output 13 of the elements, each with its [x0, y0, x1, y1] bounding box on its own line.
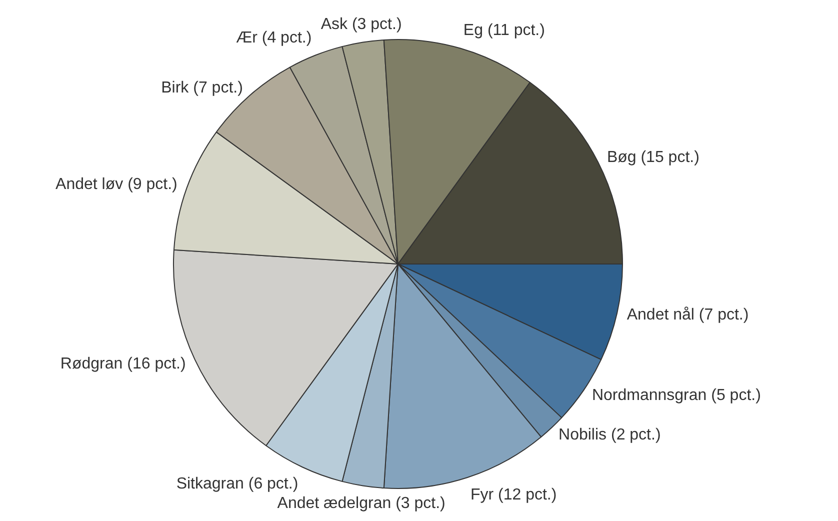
- slice-label: Andet nål (7 pct.): [626, 306, 749, 324]
- slice-label: Andet løv (9 pct.): [56, 176, 178, 193]
- slice-label: Andet ædelgran (3 pct.): [277, 495, 446, 512]
- slice-label: Nordmannsgran (5 pct.): [592, 387, 761, 404]
- slice-label: Rødgran (16 pct.): [60, 355, 186, 372]
- slice-label: Bøg (15 pct.): [606, 148, 700, 166]
- slice-label: Ask (3 pct.): [320, 16, 402, 33]
- slice-label: Eg (11 pct.): [463, 22, 545, 40]
- slice-label: Sitkagran (6 pct.): [176, 476, 298, 493]
- slice-label: Ær (4 pct.): [236, 29, 312, 46]
- slice-label: Fyr (12 pct.): [470, 486, 557, 504]
- slice-label: Nobilis (2 pct.): [558, 426, 661, 444]
- slice-label: Birk (7 pct.): [161, 80, 243, 97]
